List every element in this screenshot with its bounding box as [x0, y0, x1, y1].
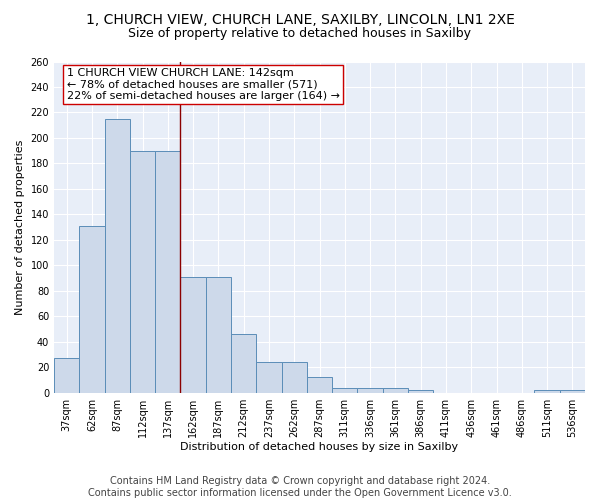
- Text: 1, CHURCH VIEW, CHURCH LANE, SAXILBY, LINCOLN, LN1 2XE: 1, CHURCH VIEW, CHURCH LANE, SAXILBY, LI…: [86, 12, 514, 26]
- Bar: [560, 390, 585, 392]
- Text: Size of property relative to detached houses in Saxilby: Size of property relative to detached ho…: [128, 28, 472, 40]
- Bar: [307, 378, 332, 392]
- Bar: [408, 390, 433, 392]
- Bar: [535, 390, 560, 392]
- X-axis label: Distribution of detached houses by size in Saxilby: Distribution of detached houses by size …: [181, 442, 458, 452]
- Y-axis label: Number of detached properties: Number of detached properties: [15, 140, 25, 315]
- Bar: [256, 362, 281, 392]
- Text: 1 CHURCH VIEW CHURCH LANE: 142sqm
← 78% of detached houses are smaller (571)
22%: 1 CHURCH VIEW CHURCH LANE: 142sqm ← 78% …: [67, 68, 340, 101]
- Bar: [104, 119, 130, 392]
- Bar: [130, 150, 155, 392]
- Text: Contains HM Land Registry data © Crown copyright and database right 2024.
Contai: Contains HM Land Registry data © Crown c…: [88, 476, 512, 498]
- Bar: [54, 358, 79, 392]
- Bar: [332, 388, 358, 392]
- Bar: [231, 334, 256, 392]
- Bar: [281, 362, 307, 392]
- Bar: [206, 277, 231, 392]
- Bar: [155, 150, 181, 392]
- Bar: [383, 388, 408, 392]
- Bar: [181, 277, 206, 392]
- Bar: [79, 226, 104, 392]
- Bar: [358, 388, 383, 392]
